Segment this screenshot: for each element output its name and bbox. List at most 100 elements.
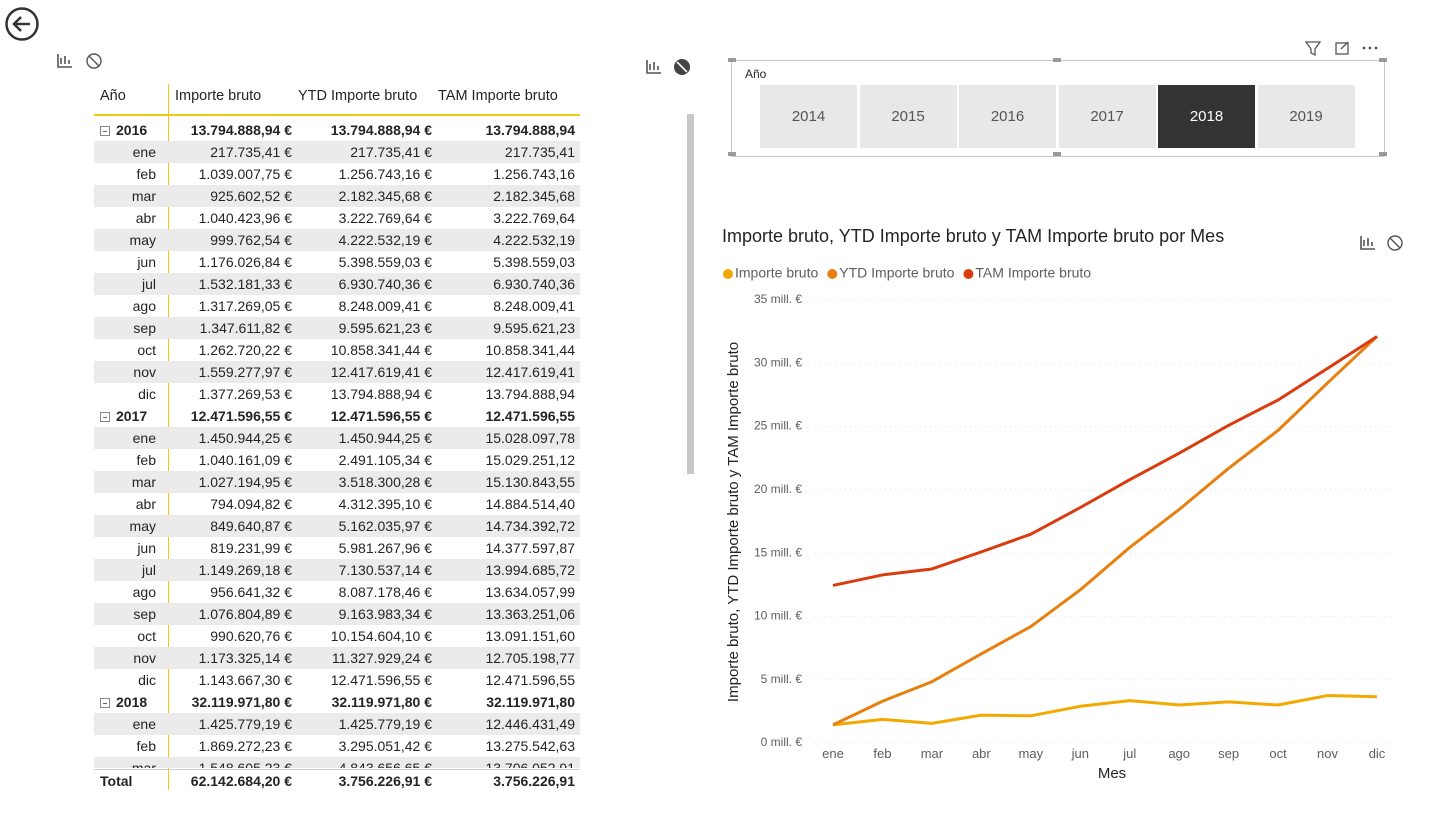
y-tick-label: 5 mill. € bbox=[761, 672, 803, 686]
value-cell: 1.377.269,53 € bbox=[198, 386, 292, 402]
month-row: abr 1.040.423,96 € 3.222.769,64 € 3.222.769… bbox=[94, 207, 580, 229]
year-total: 13.794.888,94 € bbox=[190, 122, 292, 138]
value-cell: 1.317.269,05 € bbox=[198, 298, 292, 314]
table-header-icons[interactable] bbox=[645, 58, 695, 76]
month-label: nov bbox=[133, 650, 156, 666]
month-label: may bbox=[129, 518, 156, 534]
series-line bbox=[832, 335, 1378, 587]
series-line bbox=[832, 694, 1378, 727]
value-cell: 12.446.431,49 bbox=[485, 716, 575, 732]
y-tick-label: 0 mill. € bbox=[761, 735, 803, 749]
month-row: feb 1.040.161,09 € 2.491.105,34 € 15.029.25… bbox=[94, 449, 580, 471]
value-cell: 12.417.619,41 € bbox=[330, 364, 432, 380]
value-cell: 4.843.656,65 € bbox=[338, 760, 432, 768]
value-cell: 12.705.198,77 bbox=[485, 650, 575, 666]
value-cell: 7.130.537,14 € bbox=[338, 562, 432, 578]
scroll-thumb[interactable] bbox=[687, 114, 694, 474]
legend-marker bbox=[723, 269, 733, 279]
x-tick-label: feb bbox=[873, 746, 891, 761]
value-cell: 6.930.740,36 bbox=[493, 276, 575, 292]
scrollbar[interactable] bbox=[686, 92, 696, 775]
year-row: 2018 32.119.971,80 € 32.119.971,80 € 32.119… bbox=[94, 691, 580, 713]
column-header: TAM Importe bruto bbox=[438, 88, 558, 104]
year-total: 12.471.596,55 € bbox=[330, 408, 432, 424]
x-tick-label: may bbox=[1019, 746, 1044, 761]
month-row: ago 1.317.269,05 € 8.248.009,41 € 8.248.009… bbox=[94, 295, 580, 317]
y-tick-label: 25 mill. € bbox=[754, 419, 802, 433]
month-label: ago bbox=[132, 298, 156, 314]
year-cell: 2016 bbox=[94, 119, 169, 141]
total-row: Total 62.142.684,20 € 3.756.226,91 € 3.756.… bbox=[94, 769, 580, 792]
resize-handle bbox=[1379, 152, 1387, 156]
slicer-option[interactable]: 2018 bbox=[1158, 85, 1255, 148]
slicer-option[interactable]: 2017 bbox=[1058, 85, 1156, 148]
month-row: ene 1.425.779,19 € 1.425.779,19 € 12.446.43… bbox=[94, 713, 580, 735]
value-cell: 10.858.341,44 bbox=[485, 342, 575, 358]
value-cell: 990.620,76 € bbox=[210, 628, 292, 644]
back-button[interactable] bbox=[4, 6, 42, 44]
x-tick-label: mar bbox=[921, 746, 944, 761]
x-tick-label: nov bbox=[1317, 746, 1338, 761]
expand-toggle[interactable] bbox=[100, 698, 110, 709]
month-label: sep bbox=[133, 320, 156, 336]
expand-toggle[interactable] bbox=[100, 412, 110, 423]
x-tick-label: dic bbox=[1369, 746, 1386, 761]
value-cell: 9.595.621,23 bbox=[493, 320, 575, 336]
month-row: may 849.640,87 € 5.162.035,97 € 14.734.392,… bbox=[94, 515, 580, 537]
slicer-icons[interactable] bbox=[1300, 38, 1390, 58]
resize-handle bbox=[728, 58, 736, 62]
month-row: feb 1.039.007,75 € 1.256.743,16 € 1.256.743… bbox=[94, 163, 580, 185]
y-tick-label: 20 mill. € bbox=[754, 482, 802, 496]
value-cell: 5.398.559,03 € bbox=[338, 254, 432, 270]
x-tick-label: jun bbox=[1071, 746, 1089, 761]
year-label: 2017 bbox=[116, 408, 148, 424]
value-cell: 1.039.007,75 € bbox=[198, 166, 292, 182]
value-cell: 13.363.251,06 bbox=[485, 606, 575, 622]
month-label: mar bbox=[131, 760, 156, 768]
total-value: 3.756.226,91 € bbox=[338, 773, 432, 789]
month-row: abr 794.094,82 € 4.312.395,10 € 14.884.514,… bbox=[94, 493, 580, 515]
x-axis-title: Mes bbox=[1098, 765, 1126, 782]
month-row: oct 990.620,76 € 10.154.604,10 € 13.091.151… bbox=[94, 625, 580, 647]
y-tick-label: 15 mill. € bbox=[754, 545, 802, 559]
year-label: 2018 bbox=[116, 694, 148, 710]
value-cell: 1.256.743,16 € bbox=[338, 166, 432, 182]
value-cell: 13.994.685,72 bbox=[485, 562, 575, 578]
slicer-option[interactable]: 2014 bbox=[760, 85, 857, 148]
month-label: oct bbox=[137, 342, 156, 358]
y-tick-label: 10 mill. € bbox=[754, 609, 802, 623]
value-cell: 15.028.097,78 bbox=[485, 430, 575, 446]
slicer-option[interactable]: 2015 bbox=[859, 85, 957, 148]
value-cell: 1.450.944,25 € bbox=[198, 430, 292, 446]
slicer-option[interactable]: 2019 bbox=[1257, 85, 1355, 148]
year-total: 12.471.596,55 bbox=[485, 408, 575, 424]
month-row: mar 925.602,52 € 2.182.345,68 € 2.182.345,6… bbox=[94, 185, 580, 207]
value-cell: 13.634.057,99 bbox=[485, 584, 575, 600]
total-value: 3.756.226,91 bbox=[493, 773, 575, 789]
x-tick-label: sep bbox=[1218, 746, 1239, 761]
value-cell: 217.735,41 € bbox=[210, 144, 292, 160]
table-header: Año Importe bruto YTD Importe bruto TAM Imp… bbox=[94, 84, 580, 116]
month-row: feb 1.869.272,23 € 3.295.051,42 € 13.275.54… bbox=[94, 735, 580, 757]
year-cell: 2018 bbox=[94, 691, 169, 713]
expand-toggle[interactable] bbox=[100, 126, 110, 137]
column-header: Importe bruto bbox=[175, 88, 262, 104]
slicer-title: Año bbox=[745, 67, 767, 81]
month-label: abr bbox=[135, 496, 156, 512]
chart-title: Importe bruto, YTD Importe bruto y TAM I… bbox=[722, 226, 1224, 246]
value-cell: 15.130.843,55 bbox=[485, 474, 575, 490]
value-cell: 1.143.667,30 € bbox=[198, 672, 292, 688]
value-cell: 13.275.542,63 bbox=[485, 738, 575, 754]
month-label: dic bbox=[138, 386, 156, 402]
value-cell: 10.858.341,44 € bbox=[330, 342, 432, 358]
value-cell: 14.884.514,40 bbox=[485, 496, 575, 512]
month-row: jul 1.149.269,18 € 7.130.537,14 € 13.994.68… bbox=[94, 559, 580, 581]
x-tick-label: oct bbox=[1269, 746, 1287, 761]
value-cell: 5.981.267,96 € bbox=[338, 540, 432, 556]
year-total: 32.119.971,80 bbox=[486, 694, 575, 710]
month-row: sep 1.076.804,89 € 9.163.983,34 € 13.363.25… bbox=[94, 603, 580, 625]
table-visual-icons[interactable] bbox=[56, 52, 106, 70]
month-label: nov bbox=[133, 364, 156, 380]
slicer-option[interactable]: 2016 bbox=[959, 85, 1056, 148]
chart-icons[interactable] bbox=[1355, 232, 1405, 254]
